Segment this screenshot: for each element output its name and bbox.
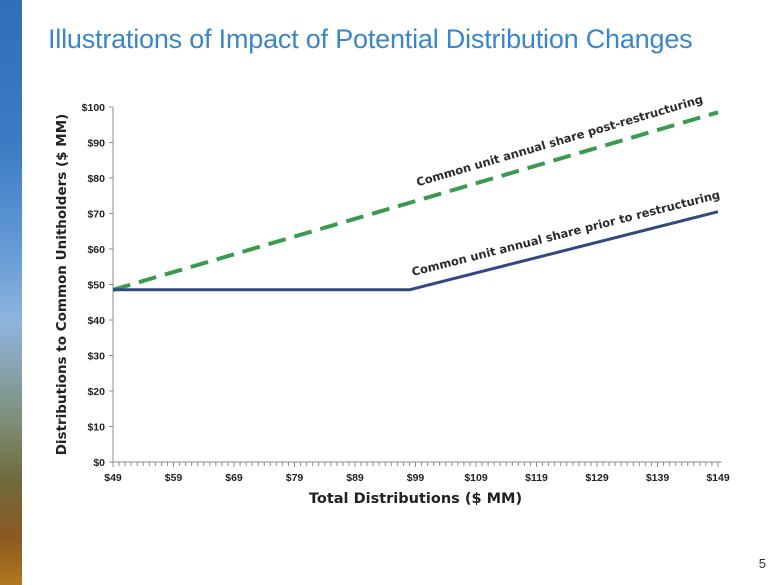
x-tick-label: $109: [464, 472, 488, 484]
page-number: 5: [758, 556, 766, 571]
series-line-post-restructuring: [112, 110, 719, 292]
y-tick-label: $90: [87, 138, 105, 150]
plot-area: [112, 107, 722, 463]
x-tick-label: $99: [407, 472, 425, 484]
y-tick-label: $0: [93, 457, 105, 469]
x-tick-label: $89: [346, 472, 364, 484]
y-tick-label: $100: [82, 102, 106, 114]
x-tick-label: $59: [165, 472, 183, 484]
y-tick-label: $70: [87, 209, 105, 221]
y-tick-label: $30: [87, 351, 105, 363]
y-tick-label: $50: [87, 280, 105, 292]
y-tick-label: $10: [87, 422, 105, 434]
series-label-prior-to-restructuring: Common unit annual share prior to restru…: [410, 187, 721, 278]
x-tick-label: $149: [706, 472, 730, 484]
x-axis-title: Total Distributions ($ MM): [309, 491, 522, 507]
y-axis: $0 $10 $20 $30 $40 $50 $60 $70 $80 $90 $100: [82, 102, 113, 469]
x-tick-label: $79: [286, 472, 304, 484]
side-decoration-strip: [0, 0, 22, 585]
x-tick-label: $69: [225, 472, 243, 484]
x-tick-label: $139: [646, 472, 670, 484]
y-tick-label: $80: [87, 173, 105, 185]
series-layer: [112, 110, 719, 292]
x-tick-label: $49: [104, 472, 122, 484]
x-tick-label: $129: [585, 472, 609, 484]
y-axis-title: Distributions to Common Unitholders ($ M…: [54, 114, 70, 456]
x-axis: $49 $59 $69 $79 $89 $99 $109 $119 $129 $139 $149: [104, 462, 730, 484]
y-tick-label: $60: [87, 244, 105, 256]
slide-title: Illustrations of Impact of Potential Dis…: [48, 24, 693, 54]
series-line-prior-to-restructuring: [113, 210, 719, 292]
y-tick-label: $20: [87, 386, 105, 398]
x-tick-label: $119: [525, 472, 548, 484]
y-tick-label: $40: [87, 315, 105, 327]
series-label-post-restructuring: Common unit annual share post-restructur…: [415, 92, 705, 189]
